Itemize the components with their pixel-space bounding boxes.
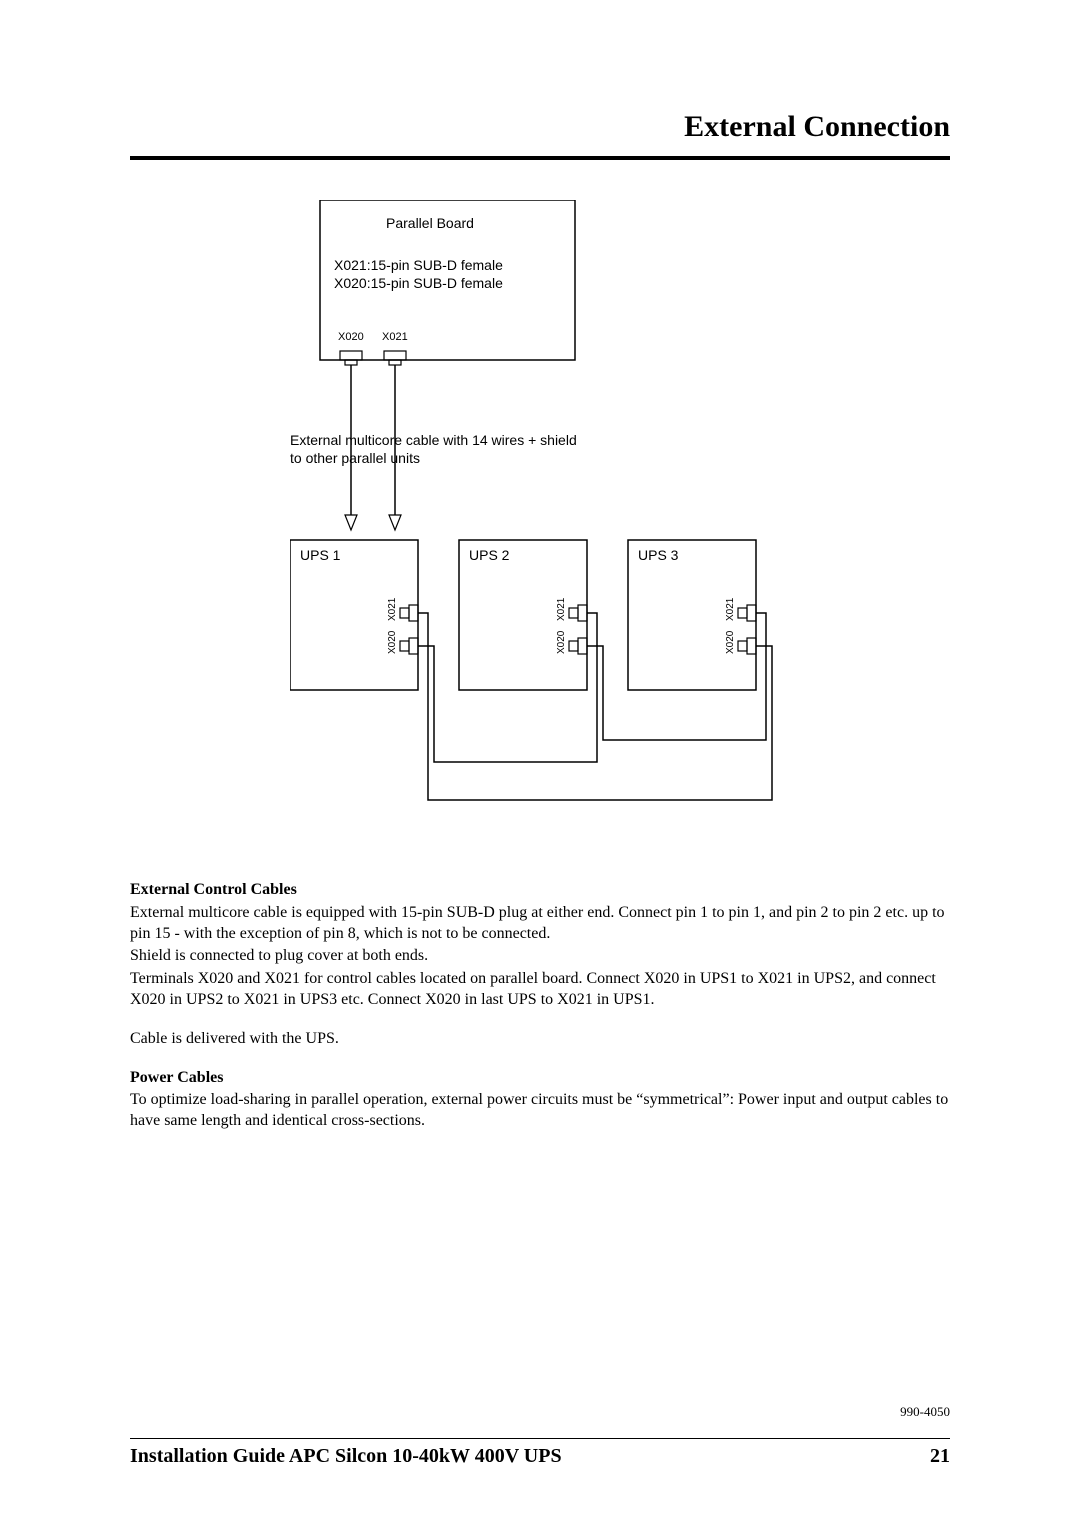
title-rule xyxy=(130,156,950,160)
arrow-down-2 xyxy=(389,515,401,530)
ups-box-2: UPS 2 X021 X020 xyxy=(459,540,587,690)
pb-conn-x021 xyxy=(384,351,406,365)
ups3-label: UPS 3 xyxy=(638,547,679,563)
footer-title: Installation Guide APC Silcon 10-40kW 40… xyxy=(130,1445,562,1468)
section-heading-1: External Control Cables xyxy=(130,880,950,901)
footer-page-number: 21 xyxy=(930,1445,950,1468)
ups-box-3: UPS 3 X021 X020 xyxy=(628,540,756,690)
page-title: External Connection xyxy=(130,110,950,144)
body-text: External Control Cables External multico… xyxy=(130,880,950,1132)
ups3-x021-label: X021 xyxy=(725,597,736,621)
section1-p3: Terminals X020 and X021 for control cabl… xyxy=(130,969,950,1011)
ups3-x020-label: X020 xyxy=(725,630,736,654)
parallel-board-line2: X020:15-pin SUB-D female xyxy=(334,275,503,291)
ups2-x020-label: X020 xyxy=(556,630,567,654)
section2-p1: To optimize load-sharing in parallel ope… xyxy=(130,1090,950,1132)
ups1-x021-label: X021 xyxy=(387,597,398,621)
cable-note-1: External multicore cable with 14 wires +… xyxy=(290,432,577,448)
arrow-down-1 xyxy=(345,515,357,530)
parallel-board-line1: X021:15-pin SUB-D female xyxy=(334,257,503,273)
document-number: 990-4050 xyxy=(900,1404,950,1420)
section1-p2: Shield is connected to plug cover at bot… xyxy=(130,946,950,967)
ups1-label: UPS 1 xyxy=(300,547,341,563)
pb-x021-label: X021 xyxy=(382,331,408,343)
connection-diagram: Parallel Board X021:15-pin SUB-D female … xyxy=(290,200,790,840)
section-heading-2: Power Cables xyxy=(130,1068,950,1089)
footer-rule xyxy=(130,1438,950,1439)
parallel-board-title: Parallel Board xyxy=(386,215,474,231)
cable-note-2: to other parallel units xyxy=(290,450,420,466)
page-footer: Installation Guide APC Silcon 10-40kW 40… xyxy=(130,1438,950,1468)
ups1-x020-label: X020 xyxy=(387,630,398,654)
pb-conn-x020 xyxy=(340,351,362,365)
ups-box-1: UPS 1 X021 X020 xyxy=(290,540,418,690)
daisy-chain xyxy=(418,613,772,800)
ups2-label: UPS 2 xyxy=(469,547,510,563)
ups2-x021-label: X021 xyxy=(556,597,567,621)
section1-tail: Cable is delivered with the UPS. xyxy=(130,1029,950,1050)
parallel-board-box: Parallel Board X021:15-pin SUB-D female … xyxy=(320,200,575,365)
pb-x020-label: X020 xyxy=(338,331,364,343)
section1-p1: External multicore cable is equipped wit… xyxy=(130,903,950,945)
document-page: External Connection Parallel Board X021:… xyxy=(0,0,1080,1528)
